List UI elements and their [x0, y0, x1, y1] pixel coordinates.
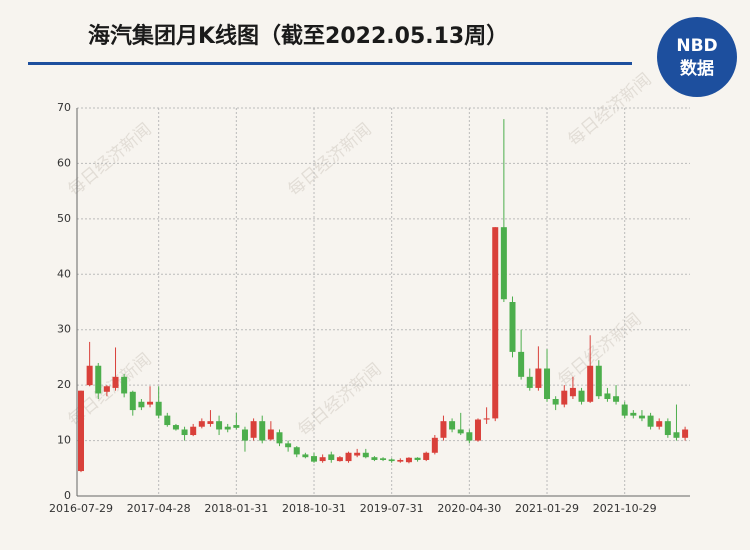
- candle-body: [103, 386, 110, 392]
- candle-body: [621, 404, 628, 416]
- x-tick-label: 2016-07-29: [49, 502, 113, 515]
- y-tick-label: 0: [64, 489, 71, 502]
- candle-body: [293, 447, 300, 455]
- candle-body: [147, 401, 154, 405]
- candle-body: [233, 425, 240, 428]
- candle-body: [121, 376, 128, 394]
- candle-body: [155, 401, 162, 416]
- candle-body: [241, 429, 248, 441]
- candle-body: [380, 458, 387, 460]
- logo-top: NBD: [676, 36, 717, 56]
- candle-body: [336, 457, 343, 462]
- candle-body: [569, 387, 576, 397]
- x-tick-label: 2018-10-31: [282, 502, 346, 515]
- candle-body: [129, 391, 136, 411]
- candle-body: [405, 457, 412, 463]
- candle-body: [578, 390, 585, 402]
- candle-body: [328, 454, 335, 460]
- candle-body: [431, 437, 438, 453]
- candle-body: [388, 459, 395, 462]
- candle-body: [664, 421, 671, 436]
- candle-body: [656, 421, 663, 427]
- x-tick-label: 2020-04-30: [437, 502, 501, 515]
- candle-body: [172, 425, 179, 430]
- candle-body: [535, 368, 542, 388]
- candle-body: [509, 302, 516, 352]
- y-tick-label: 10: [57, 434, 71, 447]
- x-tick-label: 2017-04-28: [127, 502, 191, 515]
- logo: [657, 17, 737, 97]
- candle-body: [414, 457, 421, 460]
- candle-body: [319, 457, 326, 462]
- candle-body: [198, 421, 205, 427]
- y-tick-label: 50: [57, 212, 71, 225]
- y-tick-label: 20: [57, 378, 71, 391]
- candle-body: [423, 452, 430, 460]
- logo-bottom: 数据: [680, 58, 714, 79]
- candle-body: [457, 429, 464, 434]
- candle-body: [518, 351, 525, 377]
- candle-body: [181, 429, 188, 436]
- candle-body: [311, 456, 318, 462]
- candle-body: [526, 376, 533, 388]
- candle-body: [544, 368, 551, 399]
- candle-body: [207, 421, 214, 424]
- y-tick-label: 30: [57, 323, 71, 336]
- candle-body: [630, 412, 637, 416]
- candle-body: [449, 421, 456, 430]
- candle-body: [440, 421, 447, 438]
- candle-body: [561, 390, 568, 405]
- y-tick-label: 40: [57, 267, 71, 280]
- candle-body: [492, 227, 499, 419]
- candle-body: [552, 399, 559, 405]
- candle-body: [673, 432, 680, 438]
- x-tick-label: 2021-10-29: [593, 502, 657, 515]
- candle-body: [78, 390, 84, 472]
- candle-body: [638, 415, 645, 419]
- candle-body: [267, 429, 274, 440]
- title-rule: [28, 62, 632, 65]
- candle-body: [354, 452, 361, 456]
- candle-body: [483, 418, 490, 420]
- candle-body: [112, 376, 119, 388]
- candle-body: [138, 401, 145, 408]
- candle-body: [362, 452, 369, 458]
- plot: 0 10 20 30 40 50 60 70 2016-07-29 2017-04-28 2018-…: [49, 101, 690, 515]
- candle-body: [216, 421, 223, 430]
- candle-body: [259, 421, 266, 441]
- candle-body: [397, 459, 404, 462]
- y-tick-label: 70: [57, 101, 71, 114]
- candle-body: [613, 396, 620, 402]
- candle-body: [345, 452, 352, 462]
- candle-body: [95, 365, 102, 394]
- candle-body: [474, 419, 481, 441]
- candle-body: [250, 421, 257, 438]
- chart-title: 海汽集团月K线图（截至2022.05.13周）: [88, 23, 508, 49]
- candle-body: [682, 429, 689, 438]
- candle-body: [224, 426, 231, 430]
- candle-body: [595, 365, 602, 397]
- candle-body: [647, 415, 654, 427]
- candle-body: [164, 415, 171, 426]
- candle-body: [587, 365, 594, 402]
- candle-body: [500, 227, 507, 300]
- y-tick-label: 60: [57, 156, 71, 169]
- x-tick-label: 2021-01-29: [515, 502, 579, 515]
- candle-body: [86, 365, 93, 386]
- candle-body: [190, 426, 197, 436]
- candle-body: [466, 432, 473, 441]
- candle-body: [285, 443, 292, 448]
- candle-body: [302, 454, 309, 458]
- candle-body: [371, 457, 378, 460]
- x-tick-label: 2018-01-31: [204, 502, 268, 515]
- candle-body: [276, 432, 283, 444]
- candle-body: [604, 393, 611, 399]
- x-tick-label: 2019-07-31: [360, 502, 424, 515]
